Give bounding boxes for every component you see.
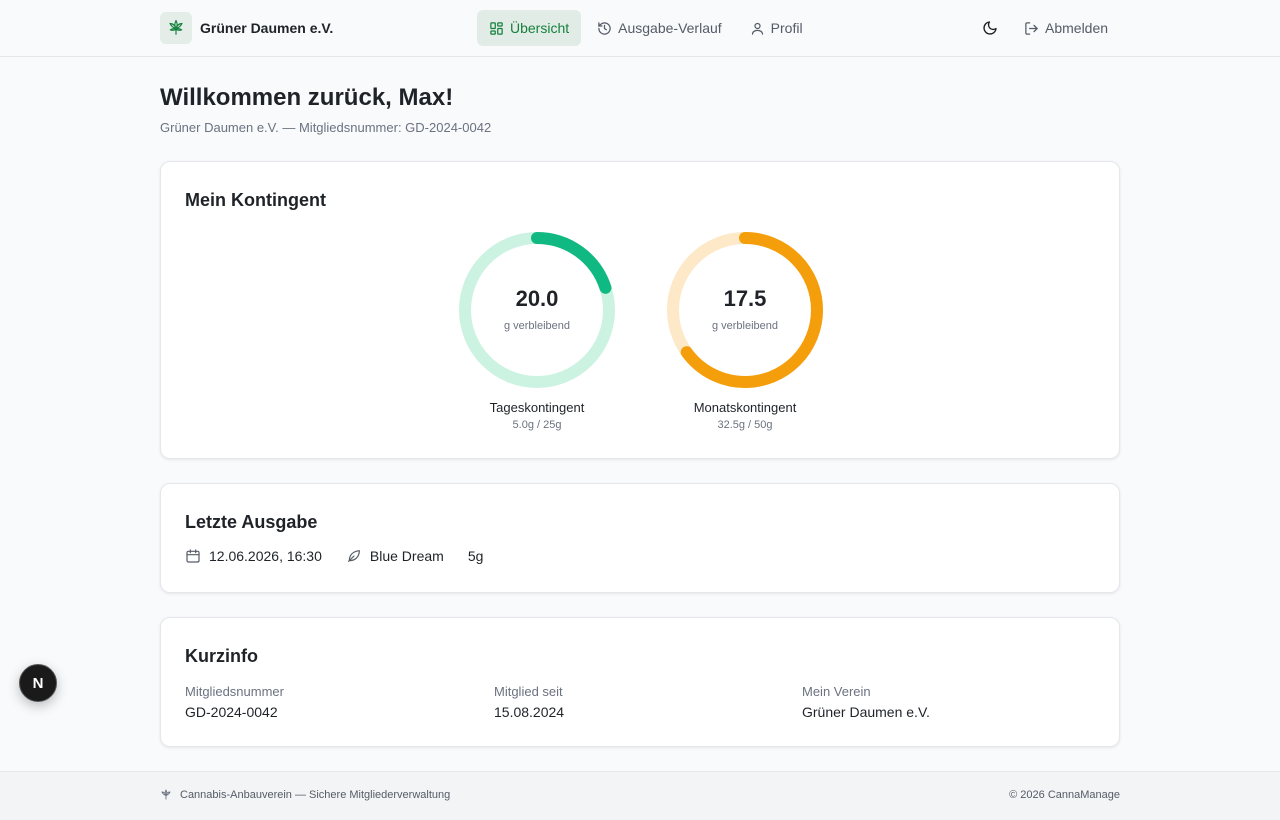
- daily-quota-usage: 5.0g / 25g: [512, 419, 562, 431]
- brand-name: Grüner Daumen e.V.: [200, 20, 334, 36]
- monthly-remaining-unit: g verbleibend: [711, 320, 779, 332]
- footer: Cannabis-Anbauverein — Sichere Mitgliede…: [0, 771, 1280, 820]
- moon-icon: [983, 21, 997, 35]
- user-icon: [751, 22, 763, 35]
- info-value: Grüner Daumen e.V.: [802, 704, 930, 720]
- info-club: Mein Verein Grüner Daumen e.V.: [802, 684, 930, 720]
- brand[interactable]: Grüner Daumen e.V.: [160, 12, 333, 44]
- info-value: GD-2024-0042: [185, 704, 278, 720]
- history-icon: [598, 21, 611, 35]
- last-dispense-amount: 5g: [467, 548, 484, 564]
- ring-progress: [667, 232, 823, 388]
- dev-tools-label: N: [32, 674, 44, 692]
- footer-copyright: © 2026 CannaManage: [1009, 789, 1120, 801]
- daily-quota-label: Tageskontingent: [489, 400, 585, 415]
- logout-button[interactable]: Abmelden: [1014, 10, 1118, 46]
- nav-uebersicht[interactable]: Übersicht: [477, 10, 582, 46]
- info-label: Mitgliedsnummer: [185, 684, 284, 699]
- main-nav: Übersicht Ausgabe-Verlauf Profil: [477, 10, 815, 46]
- monthly-quota-label: Monatskontingent: [693, 400, 797, 415]
- monthly-remaining-value: 17.5: [723, 286, 767, 311]
- theme-toggle-button[interactable]: [974, 12, 1006, 44]
- info-label: Mein Verein: [802, 684, 871, 699]
- last-dispense-card: Letzte Ausgabe 12.06.2026, 16:30 Blue Dr…: [160, 483, 1120, 593]
- calendar-icon: [186, 549, 200, 563]
- monthly-quota-usage: 32.5g / 50g: [717, 419, 773, 431]
- daily-quota-ring: [459, 232, 615, 388]
- card-title: Kurzinfo: [185, 646, 258, 666]
- welcome-section: Willkommen zurück, Max! Grüner Daumen e.…: [160, 84, 491, 135]
- daily-quota-gauge: 20.0 g verbleibend Tageskontingent 5.0g …: [447, 230, 627, 431]
- monthly-quota-gauge: 17.5 g verbleibend Monatskontingent 32.5…: [655, 230, 835, 431]
- last-dispense-datetime: 12.06.2026, 16:30: [209, 548, 322, 564]
- cannabis-leaf-icon: [161, 789, 171, 800]
- footer-tagline: Cannabis-Anbauverein — Sichere Mitgliede…: [160, 789, 450, 801]
- nav-label: Profil: [770, 20, 803, 36]
- ring-progress: [459, 232, 615, 388]
- footer-left-text: Cannabis-Anbauverein — Sichere Mitgliede…: [180, 789, 451, 801]
- logout-icon: [1025, 21, 1038, 35]
- daily-remaining-value: 20.0: [515, 286, 559, 311]
- nav-profil[interactable]: Profil: [738, 10, 815, 46]
- info-label: Mitglied seit: [494, 684, 563, 699]
- daily-remaining-unit: g verbleibend: [503, 320, 571, 332]
- last-dispense-details: 12.06.2026, 16:30 Blue Dream 5g: [185, 548, 507, 564]
- quick-info-card: Kurzinfo Mitgliedsnummer GD-2024-0042 Mi…: [160, 617, 1120, 747]
- card-title: Letzte Ausgabe: [185, 512, 318, 532]
- page-subtitle: Grüner Daumen e.V. — Mitgliedsnummer: GD…: [160, 120, 492, 135]
- cannabis-leaf-icon: [160, 12, 192, 44]
- dev-tools-button[interactable]: N: [19, 664, 57, 702]
- page-title: Willkommen zurück, Max!: [160, 84, 454, 111]
- nav-label: Ausgabe-Verlauf: [618, 20, 722, 36]
- info-value: 15.08.2024: [494, 704, 565, 720]
- card-title: Mein Kontingent: [185, 190, 326, 210]
- kontingent-card: Mein Kontingent 20.0 g verbleibend Tages…: [160, 161, 1120, 459]
- monthly-quota-ring: [667, 232, 823, 388]
- info-member-number: Mitgliedsnummer GD-2024-0042: [185, 684, 284, 720]
- grid-icon: [490, 21, 503, 35]
- logout-label: Abmelden: [1045, 20, 1109, 36]
- top-header: Grüner Daumen e.V. Übersicht Ausgabe-Ver…: [0, 0, 1280, 57]
- leaf-icon: [347, 550, 360, 562]
- nav-label: Übersicht: [510, 20, 570, 36]
- nav-ausgabe-verlauf[interactable]: Ausgabe-Verlauf: [585, 10, 734, 46]
- last-dispense-strain: Blue Dream: [369, 548, 444, 564]
- info-member-since: Mitglied seit 15.08.2024: [494, 684, 564, 720]
